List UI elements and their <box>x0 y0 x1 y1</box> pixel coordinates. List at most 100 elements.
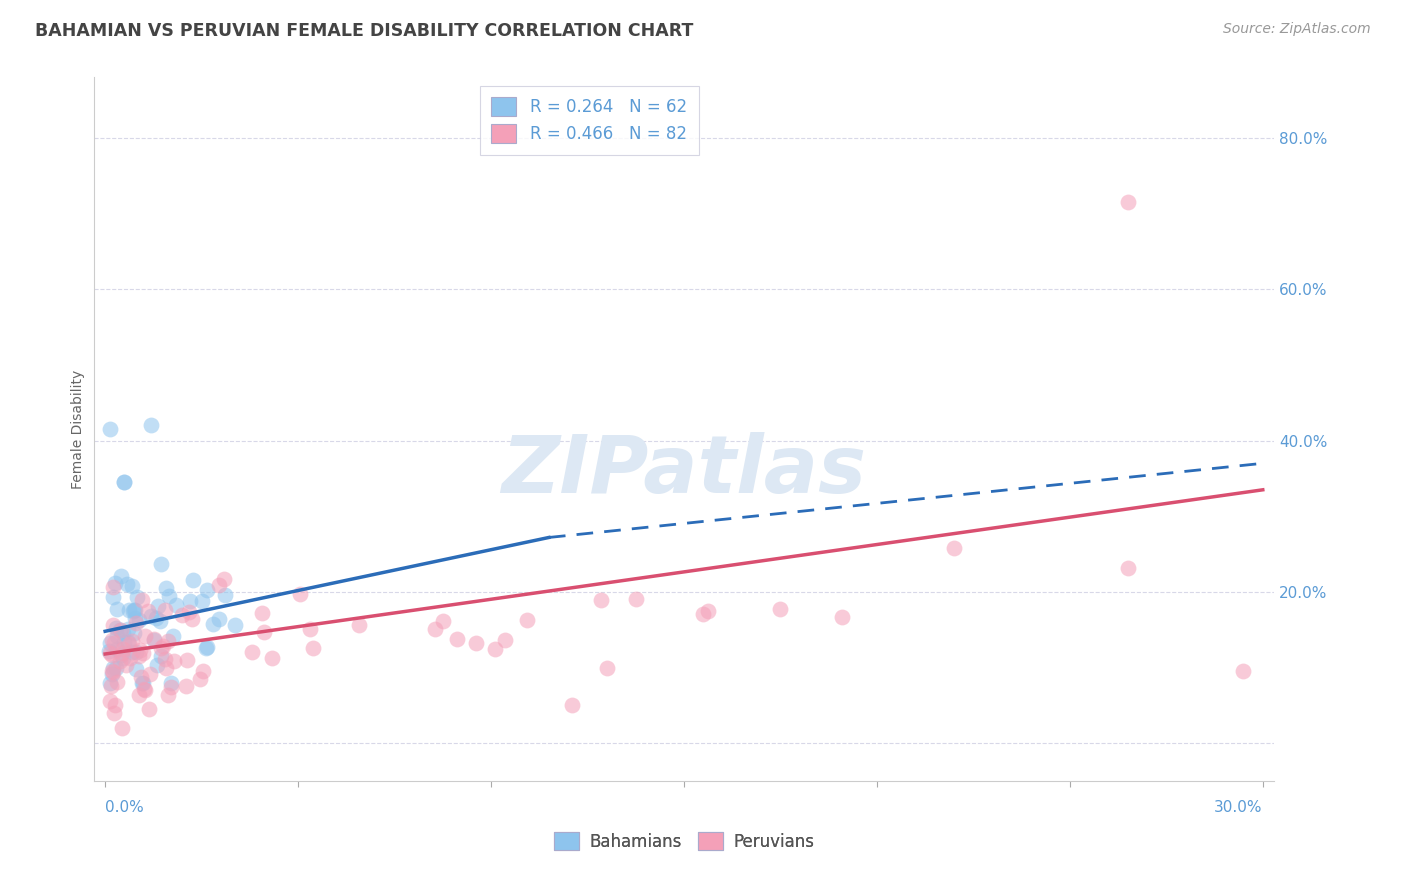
Point <box>125 616 148 631</box>
Point <box>195 640 218 654</box>
Point <box>145 610 167 624</box>
Point <box>118 650 141 665</box>
Point <box>129 670 152 684</box>
Point <box>943 541 966 555</box>
Point <box>139 667 162 681</box>
Point <box>128 688 150 702</box>
Point <box>125 645 148 659</box>
Point <box>100 633 122 648</box>
Point <box>150 558 173 572</box>
Point <box>141 418 163 433</box>
Point <box>98 694 121 708</box>
Point <box>104 698 127 713</box>
Point <box>128 648 150 663</box>
Point <box>494 633 516 648</box>
Point <box>111 721 134 735</box>
Point <box>138 702 160 716</box>
Point <box>195 583 218 598</box>
Point <box>446 632 468 646</box>
Point <box>101 617 124 632</box>
Point <box>177 605 200 619</box>
Point <box>253 624 276 639</box>
Point <box>101 666 124 681</box>
Point <box>121 633 143 648</box>
Point <box>104 576 127 591</box>
Point <box>112 650 135 665</box>
Point <box>176 653 198 667</box>
Point <box>134 628 156 642</box>
Point <box>143 632 166 647</box>
Point <box>208 612 231 626</box>
Point <box>696 604 718 618</box>
Point <box>769 602 792 616</box>
Point <box>103 706 125 720</box>
Point <box>104 661 127 675</box>
Point <box>110 569 132 583</box>
Text: ZIPatlas: ZIPatlas <box>502 433 866 510</box>
Point <box>626 591 648 606</box>
Point <box>240 645 263 659</box>
Point <box>150 648 173 663</box>
Point <box>100 679 122 693</box>
Point <box>208 578 231 592</box>
Point <box>117 635 139 649</box>
Point <box>105 675 128 690</box>
Point <box>188 672 211 686</box>
Point <box>155 581 177 595</box>
Point <box>124 611 146 625</box>
Point <box>149 614 172 628</box>
Point <box>692 607 714 621</box>
Text: Source: ZipAtlas.com: Source: ZipAtlas.com <box>1223 22 1371 37</box>
Point <box>122 604 145 618</box>
Point <box>122 603 145 617</box>
Point <box>111 646 134 660</box>
Legend: Bahamians, Peruvians: Bahamians, Peruvians <box>547 825 821 857</box>
Point <box>224 617 246 632</box>
Point <box>115 658 138 673</box>
Point <box>179 594 201 608</box>
Point <box>181 573 204 587</box>
Point <box>152 639 174 653</box>
Point <box>349 618 371 632</box>
Point <box>465 636 488 650</box>
Point <box>301 641 323 656</box>
Point <box>104 622 127 636</box>
Point <box>121 645 143 659</box>
Point <box>591 592 613 607</box>
Point <box>163 654 186 668</box>
Point <box>108 624 131 638</box>
Text: 30.0%: 30.0% <box>1215 800 1263 815</box>
Point <box>132 646 155 660</box>
Point <box>193 664 215 678</box>
Point <box>423 623 446 637</box>
Point <box>484 641 506 656</box>
Point <box>112 642 135 657</box>
Point <box>153 652 176 666</box>
Point <box>110 648 132 663</box>
Point <box>516 613 538 627</box>
Point <box>160 675 183 690</box>
Point <box>174 679 197 693</box>
Text: 0.0%: 0.0% <box>105 800 143 815</box>
Point <box>128 613 150 627</box>
Point <box>250 606 273 620</box>
Point <box>262 651 284 665</box>
Point <box>214 588 236 602</box>
Point <box>181 612 204 626</box>
Point <box>103 661 125 675</box>
Point <box>101 590 124 604</box>
Point <box>156 688 179 702</box>
Point <box>159 680 181 694</box>
Point <box>432 615 454 629</box>
Point <box>132 675 155 690</box>
Point <box>201 617 224 632</box>
Point <box>103 636 125 650</box>
Point <box>114 475 136 490</box>
Point <box>149 640 172 655</box>
Point <box>98 635 121 649</box>
Point <box>132 682 155 697</box>
Point <box>142 632 165 646</box>
Point <box>172 608 194 623</box>
Point <box>108 654 131 668</box>
Point <box>195 641 218 656</box>
